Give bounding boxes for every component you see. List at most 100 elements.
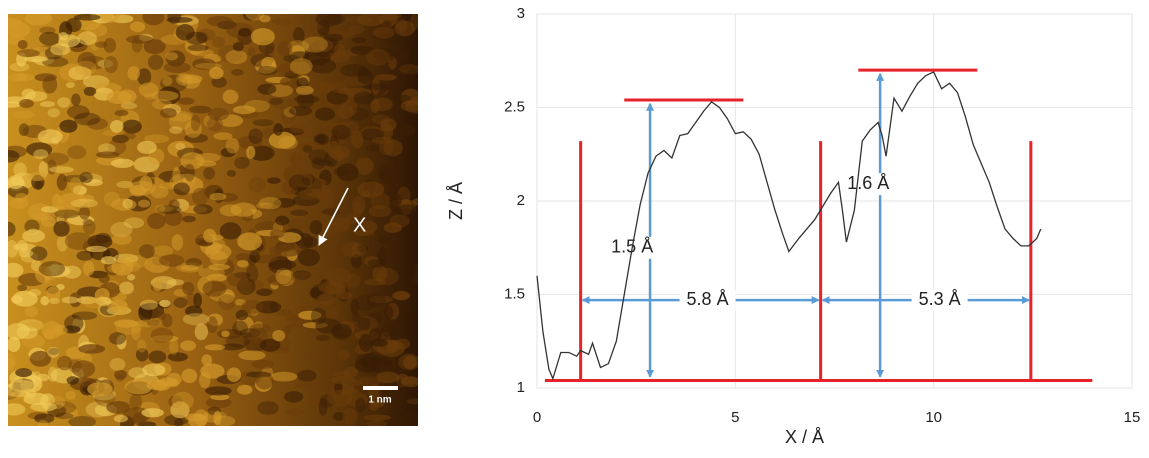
stm-grain	[372, 97, 393, 112]
stm-grain	[357, 317, 371, 331]
stm-grain	[106, 401, 131, 414]
stm-grain	[77, 296, 98, 305]
stm-grain	[284, 166, 297, 184]
stm-grain	[13, 110, 36, 119]
stm-grain	[169, 126, 183, 135]
stm-grain	[315, 318, 342, 334]
stm-grain	[376, 267, 399, 286]
stm-grain	[372, 265, 388, 282]
stm-grain	[106, 90, 132, 105]
stm-grain	[77, 31, 97, 46]
stm-grain	[345, 273, 361, 288]
stm-grain	[110, 119, 124, 133]
stm-grain	[225, 137, 240, 154]
stm-grain	[368, 328, 382, 341]
stm-grain	[184, 163, 196, 182]
stm-grain	[170, 401, 190, 419]
stm-grain	[292, 270, 312, 281]
stm-grain	[370, 355, 394, 367]
stm-grain	[13, 162, 27, 178]
stm-grain	[66, 376, 79, 385]
stm-grain	[210, 393, 230, 401]
x-tick-label: 5	[731, 409, 739, 426]
stm-grain	[251, 327, 268, 344]
stm-grain	[297, 369, 317, 382]
stm-grain	[70, 198, 98, 208]
stm-grain	[188, 413, 207, 426]
stm-grain	[226, 272, 249, 287]
stm-grain	[24, 14, 53, 26]
stm-grain	[357, 70, 374, 84]
stm-grain	[18, 98, 34, 109]
stm-grain	[379, 168, 398, 185]
stm-grain	[213, 132, 233, 140]
stm-grain	[236, 259, 249, 268]
stm-grain	[8, 221, 16, 237]
stm-grain	[394, 20, 415, 37]
stm-grain	[109, 358, 126, 371]
stm-grain	[95, 41, 108, 48]
stm-grain	[248, 128, 263, 145]
stm-grain	[294, 95, 320, 104]
stm-grain	[100, 256, 117, 265]
stm-grain	[318, 281, 346, 295]
stm-grain	[8, 389, 27, 400]
stm-grain	[148, 54, 164, 70]
stm-grain	[59, 119, 78, 133]
stm-grain	[52, 193, 62, 209]
stm-grain	[359, 376, 383, 386]
stm-grain	[309, 81, 337, 93]
stm-grain	[68, 415, 97, 426]
stm-grain	[8, 240, 19, 258]
stm-grain	[155, 205, 166, 213]
stm-grain	[78, 344, 105, 354]
stm-grain	[63, 174, 88, 183]
stm-grain	[86, 245, 108, 253]
stm-grain	[8, 353, 16, 371]
stm-grain	[364, 144, 382, 152]
stm-grain	[97, 59, 114, 68]
stm-grain	[57, 97, 71, 108]
stm-grain	[22, 229, 46, 243]
stm-grain	[207, 313, 223, 327]
stm-grain	[237, 232, 262, 251]
stm-grain	[381, 324, 397, 338]
profile-arrow	[318, 187, 349, 246]
stm-grain	[130, 185, 147, 197]
stm-grain	[332, 411, 346, 421]
stm-grain	[50, 395, 66, 410]
stm-grain	[178, 74, 203, 84]
stm-grain	[259, 14, 271, 23]
stm-grain	[250, 28, 275, 46]
stm-grain	[370, 338, 388, 347]
stm-grain	[255, 300, 282, 314]
stm-grain	[42, 56, 69, 68]
stm-grain	[168, 338, 179, 355]
stm-grain	[232, 320, 248, 336]
stm-grain	[269, 301, 279, 313]
stm-grain	[108, 332, 127, 345]
stm-grain	[204, 344, 226, 351]
stm-grain	[47, 108, 60, 118]
stm-grain	[269, 97, 283, 105]
stm-grain	[275, 267, 292, 285]
stm-grain	[256, 202, 273, 209]
stm-grain	[114, 109, 129, 117]
stm-grain	[194, 323, 209, 341]
stm-grain	[249, 250, 261, 263]
stm-grain	[289, 51, 310, 62]
stm-grain	[209, 192, 227, 201]
stm-grain	[177, 97, 195, 105]
stm-grain	[257, 83, 277, 95]
annotation: 5.3 Å	[919, 289, 961, 309]
stm-grain	[377, 164, 390, 178]
stm-grain	[247, 47, 256, 57]
stm-grain	[406, 398, 418, 405]
stm-grain	[95, 296, 112, 306]
stm-grain	[206, 273, 227, 282]
stm-grain	[252, 119, 274, 127]
stm-grain	[283, 55, 301, 63]
stm-grain	[260, 338, 281, 352]
stm-grain	[356, 353, 382, 367]
stm-grain	[132, 411, 147, 426]
